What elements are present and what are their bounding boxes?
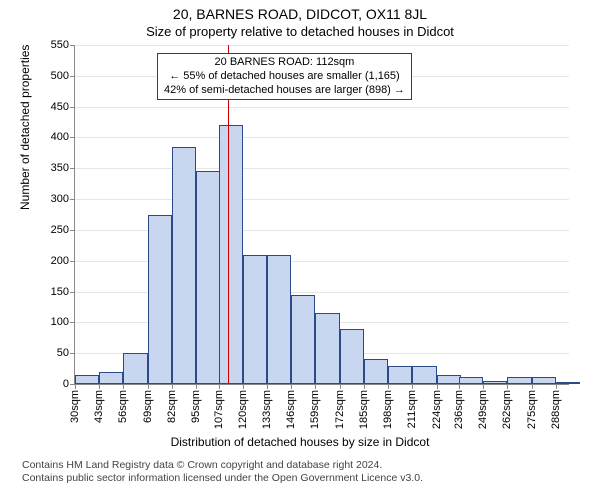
x-tick-mark: [123, 384, 124, 389]
y-axis-label: Number of detached properties: [18, 45, 32, 210]
x-tick-mark: [291, 384, 292, 389]
x-tick-mark: [172, 384, 173, 389]
x-tick-mark: [99, 384, 100, 389]
histogram-bar: [507, 377, 531, 384]
x-tick-mark: [75, 384, 76, 389]
annotation-line-2: ← 55% of detached houses are smaller (1,…: [164, 70, 405, 84]
histogram-bar: [315, 313, 339, 384]
y-tick-label: 300: [51, 193, 75, 205]
x-tick-label: 236sqm: [453, 390, 465, 429]
histogram-bar: [99, 372, 123, 384]
x-tick-label: 69sqm: [142, 390, 154, 423]
grid-line: [75, 107, 569, 108]
x-tick-label: 95sqm: [190, 390, 202, 423]
x-tick-label: 107sqm: [213, 390, 225, 429]
x-tick-mark: [219, 384, 220, 389]
x-tick-label: 275sqm: [526, 390, 538, 429]
x-tick-mark: [556, 384, 557, 389]
x-tick-label: 172sqm: [334, 390, 346, 429]
x-tick-label: 211sqm: [406, 390, 418, 428]
x-tick-label: 43sqm: [93, 390, 105, 423]
annotation-box: 20 BARNES ROAD: 112sqm ← 55% of detached…: [157, 53, 412, 100]
x-tick-mark: [483, 384, 484, 389]
histogram-bar: [532, 377, 556, 384]
y-tick-label: 350: [51, 162, 75, 174]
x-tick-label: 198sqm: [382, 390, 394, 429]
x-tick-mark: [437, 384, 438, 389]
annotation-line-3: 42% of semi-detached houses are larger (…: [164, 84, 405, 98]
x-tick-label: 133sqm: [261, 390, 273, 429]
histogram-bar: [437, 375, 461, 384]
histogram-bar: [75, 375, 99, 384]
histogram-bar: [123, 353, 147, 384]
chart-subtitle: Size of property relative to detached ho…: [0, 24, 600, 39]
y-tick-label: 550: [51, 39, 75, 51]
x-tick-label: 56sqm: [117, 390, 129, 423]
grid-line: [75, 45, 569, 46]
histogram-bar: [340, 329, 364, 384]
histogram-bar: [243, 255, 267, 384]
x-tick-label: 120sqm: [237, 390, 249, 429]
x-tick-mark: [459, 384, 460, 389]
histogram-bar: [459, 377, 483, 384]
footer-line-1: Contains HM Land Registry data © Crown c…: [22, 459, 600, 472]
y-tick-label: 450: [51, 101, 75, 113]
y-tick-label: 100: [51, 316, 75, 328]
histogram-bar: [219, 125, 243, 384]
grid-line: [75, 199, 569, 200]
x-axis-label: Distribution of detached houses by size …: [0, 435, 600, 449]
x-tick-mark: [532, 384, 533, 389]
histogram-bar: [291, 295, 315, 384]
chart-title: 20, BARNES ROAD, DIDCOT, OX11 8JL: [0, 6, 600, 22]
x-tick-mark: [364, 384, 365, 389]
x-tick-mark: [507, 384, 508, 389]
y-tick-label: 50: [57, 347, 75, 359]
histogram-bar: [412, 366, 436, 384]
histogram-bar: [267, 255, 291, 384]
x-tick-label: 249sqm: [477, 390, 489, 429]
histogram-bar: [483, 381, 507, 384]
histogram-bar: [172, 147, 196, 384]
x-tick-label: 146sqm: [285, 390, 297, 429]
histogram-bar: [148, 215, 172, 385]
x-tick-label: 30sqm: [69, 390, 81, 423]
y-tick-label: 0: [63, 378, 75, 390]
histogram-bar: [196, 171, 220, 384]
histogram-plot: 05010015020025030035040045050055030sqm43…: [74, 45, 569, 385]
annotation-line-1: 20 BARNES ROAD: 112sqm: [164, 56, 405, 70]
y-tick-label: 250: [51, 224, 75, 236]
y-tick-label: 150: [51, 286, 75, 298]
x-tick-mark: [196, 384, 197, 389]
x-tick-mark: [148, 384, 149, 389]
x-tick-mark: [388, 384, 389, 389]
grid-line: [75, 168, 569, 169]
x-tick-label: 224sqm: [431, 390, 443, 429]
x-tick-mark: [243, 384, 244, 389]
x-tick-label: 288sqm: [550, 390, 562, 429]
histogram-bar: [364, 359, 388, 384]
grid-line: [75, 137, 569, 138]
footer-attribution: Contains HM Land Registry data © Crown c…: [22, 459, 600, 485]
histogram-bar: [388, 366, 412, 384]
histogram-bar: [556, 382, 580, 384]
x-tick-mark: [340, 384, 341, 389]
x-tick-mark: [412, 384, 413, 389]
x-tick-label: 262sqm: [501, 390, 513, 429]
x-tick-mark: [267, 384, 268, 389]
x-tick-label: 159sqm: [309, 390, 321, 429]
y-tick-label: 200: [51, 255, 75, 267]
y-tick-label: 500: [51, 70, 75, 82]
y-tick-label: 400: [51, 131, 75, 143]
x-tick-label: 82sqm: [166, 390, 178, 423]
footer-line-2: Contains public sector information licen…: [22, 472, 600, 485]
x-tick-label: 185sqm: [358, 390, 370, 429]
x-tick-mark: [315, 384, 316, 389]
